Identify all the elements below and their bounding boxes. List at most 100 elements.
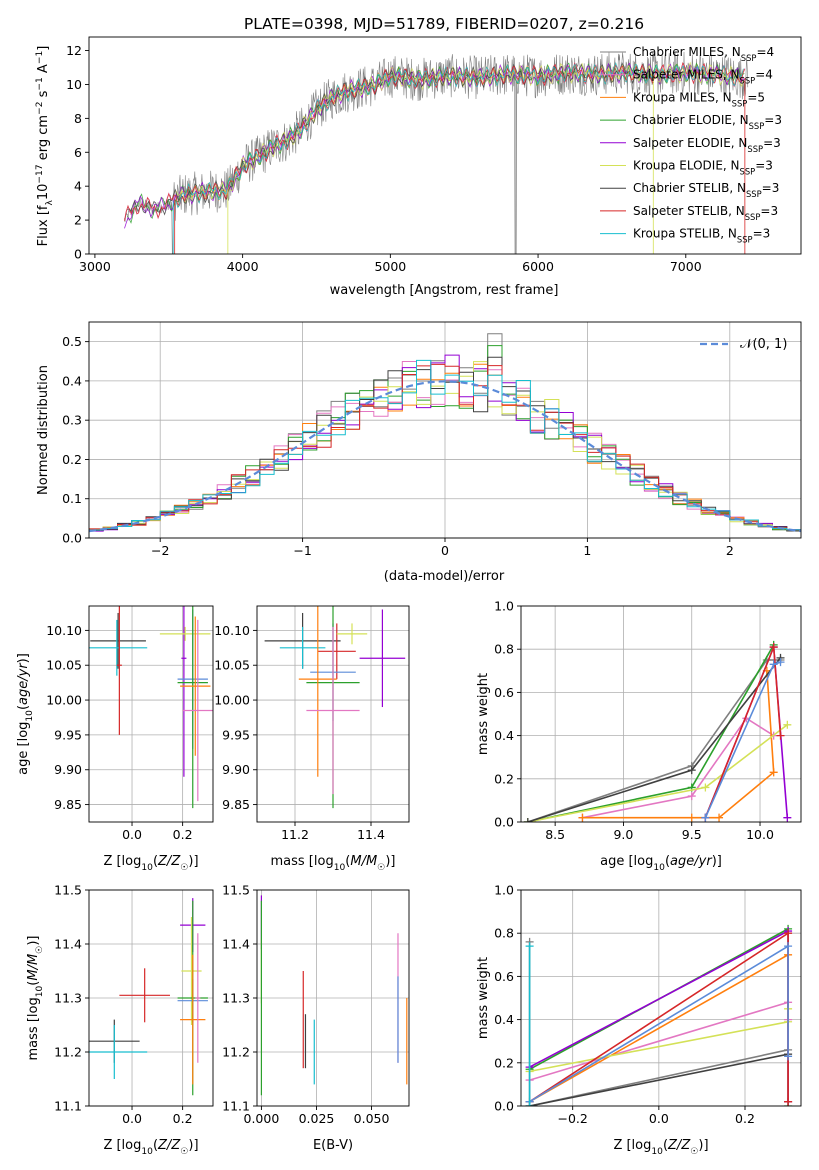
y-tick-label: 10.00 bbox=[214, 693, 250, 708]
y-axis-label: mass [log10(M/M☉)] bbox=[26, 936, 45, 1061]
histogram-step-line bbox=[89, 359, 801, 538]
data-point-marker bbox=[687, 792, 696, 801]
legend-entry: Kroupa MILES, NSSP=5 bbox=[633, 90, 765, 108]
legend-entry: 𝒩(0, 1) bbox=[740, 337, 787, 352]
y-tick-label: 9.95 bbox=[222, 727, 250, 742]
panel-residuals: −2 −1 0 1 2 0.0 0.1 0.2 0.3 0.4 0.5 (data-model)/er… bbox=[36, 321, 802, 584]
plot-area bbox=[525, 924, 793, 1106]
x-tick-label: 0.2 bbox=[173, 827, 193, 842]
data-point-marker bbox=[578, 813, 587, 822]
plot-area bbox=[89, 333, 801, 538]
x-tick-label: 0.050 bbox=[354, 1111, 390, 1126]
mass-weight-line bbox=[527, 644, 775, 822]
y-tick-label: 10.05 bbox=[214, 658, 250, 673]
y-tick-label: 0.0 bbox=[494, 815, 514, 830]
y-tick-label: 0.4 bbox=[62, 373, 82, 388]
panel-massweight_vs_age: 8.5 9.0 9.5 10.0 0.0 0.2 0.4 0.6 0.8 1.0 age [log1… bbox=[476, 599, 802, 873]
x-tick-label: 0.2 bbox=[173, 1111, 193, 1126]
y-tick-label: 9.85 bbox=[222, 797, 250, 812]
y-axis-label: Normed distribution bbox=[36, 365, 51, 495]
axes-frame bbox=[256, 605, 410, 823]
legend-entry: Salpeter MILES, NSSP=4 bbox=[633, 68, 773, 86]
y-tick-label: 1.0 bbox=[494, 599, 514, 614]
y-tick-label: 6 bbox=[74, 145, 82, 160]
x-tick-label: 8.5 bbox=[545, 827, 565, 842]
mass-weight-line bbox=[527, 724, 788, 822]
model-spectrum-line bbox=[175, 61, 744, 209]
x-tick-label: 11.2 bbox=[281, 827, 309, 842]
data-point-marker bbox=[784, 942, 793, 951]
x-tick-label: 9.5 bbox=[682, 827, 702, 842]
axes-frame bbox=[88, 605, 214, 823]
y-tick-label: 11.1 bbox=[54, 1099, 82, 1114]
legend-entry: Chabrier MILES, NSSP=4 bbox=[633, 45, 774, 63]
panel-age_vs_Z: 0.0 0.2 9.85 9.90 9.95 10.00 10.05 10.10 Z [log1… bbox=[16, 605, 214, 873]
y-tick-label: 11.2 bbox=[222, 1045, 250, 1060]
data-point-marker bbox=[687, 766, 696, 775]
x-tick-label: 0.0 bbox=[122, 827, 142, 842]
y-tick-label: 10.00 bbox=[46, 693, 82, 708]
mass-weight-line bbox=[527, 659, 781, 822]
legend: Chabrier MILES, NSSP=4 Salpeter MILES, NS… bbox=[600, 45, 782, 245]
y-tick-label: 0.3 bbox=[62, 413, 82, 428]
plot-area bbox=[89, 606, 213, 809]
y-tick-label: 11.5 bbox=[54, 883, 82, 898]
y-tick-label: 0 bbox=[74, 247, 82, 262]
x-tick-label: 6000 bbox=[522, 259, 554, 274]
y-tick-label: 0.4 bbox=[494, 728, 514, 743]
data-point-marker bbox=[776, 731, 785, 740]
y-tick-label: 9.90 bbox=[222, 762, 250, 777]
x-tick-label: −1 bbox=[293, 543, 311, 558]
y-tick-label: 0.2 bbox=[494, 1055, 514, 1070]
y-tick-label: 11.2 bbox=[54, 1045, 82, 1060]
y-tick-label: 9.85 bbox=[54, 797, 82, 812]
panel-age_vs_mass: 11.2 11.4 9.85 9.90 9.95 10.00 10.05 10.10 mass … bbox=[214, 605, 410, 873]
mass-weight-line bbox=[704, 661, 781, 819]
histogram-step-line bbox=[89, 363, 801, 538]
data-point-marker bbox=[784, 1052, 793, 1061]
y-tick-label: 10 bbox=[66, 77, 82, 92]
y-axis-label: age [log10(age/yr)] bbox=[16, 653, 35, 775]
y-tick-label: 1.0 bbox=[494, 883, 514, 898]
legend-entry: Kroupa ELODIE, NSSP=3 bbox=[633, 159, 773, 177]
x-axis-label: mass [log10(M/M☉)] bbox=[271, 854, 396, 873]
y-tick-label: 2 bbox=[74, 213, 82, 228]
data-point-marker bbox=[701, 813, 710, 822]
data-point-marker bbox=[769, 643, 778, 652]
y-tick-label: 0.2 bbox=[494, 771, 514, 786]
y-tick-label: 11.3 bbox=[54, 991, 82, 1006]
y-tick-label: 11.4 bbox=[54, 937, 82, 952]
y-tick-label: 0.4 bbox=[494, 1012, 514, 1027]
y-tick-label: 10.05 bbox=[46, 658, 82, 673]
x-tick-label: 0.0 bbox=[122, 1111, 142, 1126]
y-axis-label: mass weight bbox=[476, 673, 491, 755]
data-point-marker bbox=[525, 1102, 534, 1106]
x-tick-label: 10.0 bbox=[746, 827, 774, 842]
legend-entry: Salpeter ELODIE, NSSP=3 bbox=[633, 136, 781, 154]
y-tick-label: 0.8 bbox=[494, 926, 514, 941]
x-axis-label: wavelength [Angstrom, rest frame] bbox=[330, 283, 559, 298]
panel-spectrum: 3000 4000 5000 6000 7000 0 2 4 6 8 10 12 PLATE=0398,… bbox=[35, 15, 802, 298]
x-tick-label: 4000 bbox=[227, 259, 259, 274]
axes-frame bbox=[520, 605, 802, 823]
mass-weight-line bbox=[582, 717, 775, 819]
normal-reference-curve bbox=[89, 380, 801, 533]
x-tick-label: 0.000 bbox=[244, 1111, 280, 1126]
x-tick-label: 0 bbox=[441, 543, 449, 558]
plot-area bbox=[523, 640, 792, 822]
data-point-marker bbox=[525, 942, 534, 951]
y-axis-label: mass weight bbox=[476, 957, 491, 1039]
legend-entry: Chabrier ELODIE, NSSP=3 bbox=[633, 113, 782, 131]
plot-area bbox=[89, 898, 208, 1096]
y-tick-label: 10.10 bbox=[46, 623, 82, 638]
plot-area bbox=[260, 895, 408, 1096]
model-spectrum-line bbox=[175, 61, 744, 204]
x-tick-label: 2 bbox=[726, 543, 734, 558]
x-tick-label: 11.4 bbox=[357, 827, 385, 842]
data-point-marker bbox=[523, 818, 532, 822]
x-axis-label: Z [log10(Z/Z☉)] bbox=[613, 1138, 708, 1157]
y-tick-label: 11.4 bbox=[222, 937, 250, 952]
x-tick-label: 0.2 bbox=[735, 1111, 755, 1126]
legend-entry: Salpeter STELIB, NSSP=3 bbox=[633, 204, 778, 222]
legend-entry: Chabrier STELIB, NSSP=3 bbox=[633, 181, 779, 199]
